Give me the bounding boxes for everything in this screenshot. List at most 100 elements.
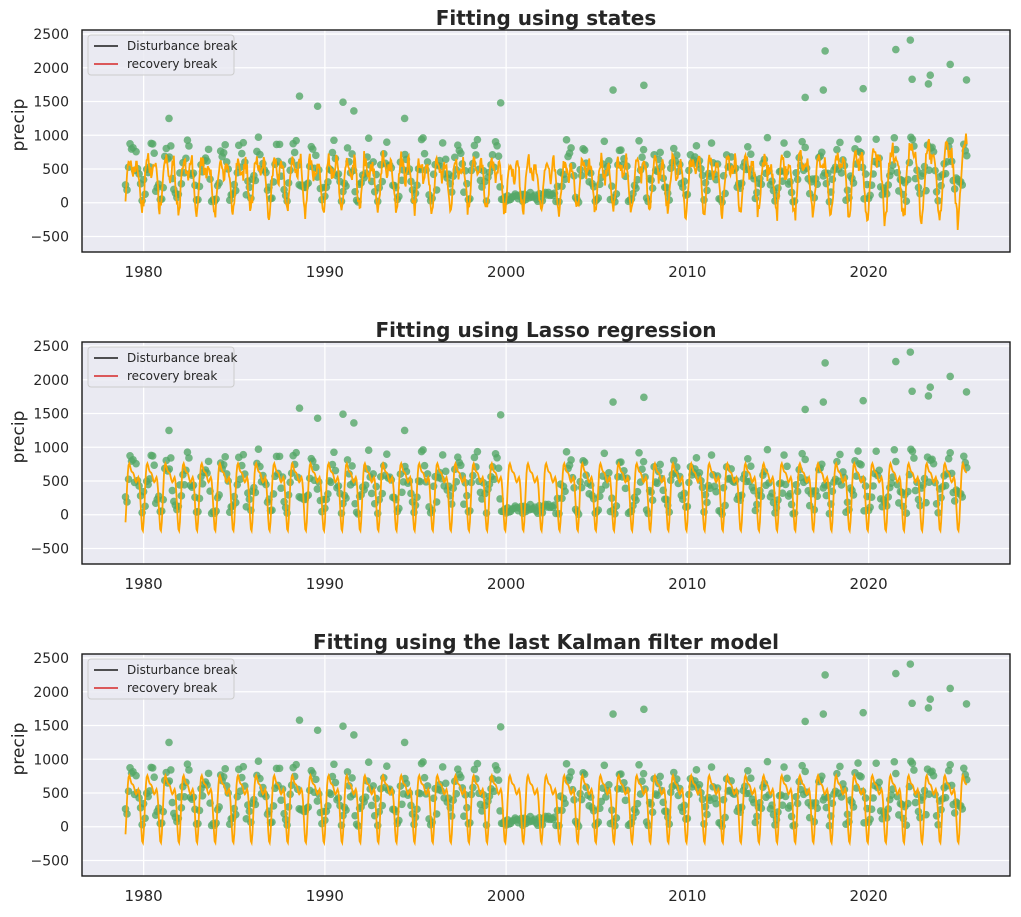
- data-point: [854, 135, 862, 143]
- legend: Disturbance break recovery break: [87, 34, 237, 76]
- data-point: [277, 484, 285, 493]
- data-point: [330, 448, 338, 457]
- data-point: [743, 767, 752, 775]
- data-point: [902, 821, 911, 829]
- data-point: [348, 774, 356, 782]
- data-point: [959, 764, 968, 773]
- data-point: [441, 467, 450, 476]
- legend: Disturbance break recovery break: [87, 658, 237, 700]
- data-point: [398, 800, 406, 809]
- data-point: [821, 671, 829, 679]
- data-point: [743, 143, 752, 151]
- data-point: [493, 141, 501, 150]
- y-tick-label: 2000: [33, 61, 69, 77]
- data-point: [165, 114, 173, 123]
- data-point: [778, 801, 787, 810]
- data-point: [275, 764, 284, 773]
- y-axis-label: precip: [9, 99, 29, 152]
- y-tick-label: 0: [60, 820, 69, 836]
- data-point: [605, 156, 613, 165]
- data-point: [633, 487, 642, 496]
- data-point: [818, 148, 826, 157]
- legend-label: recovery break: [127, 57, 217, 71]
- data-point: [786, 178, 794, 186]
- data-point: [906, 36, 915, 44]
- data-point: [145, 475, 154, 483]
- data-point: [821, 359, 829, 367]
- data-point: [747, 150, 755, 159]
- data-point: [911, 798, 920, 807]
- data-point: [872, 759, 880, 768]
- data-point: [944, 766, 953, 775]
- data-point: [236, 787, 245, 795]
- data-point: [493, 765, 501, 774]
- data-point: [132, 771, 140, 780]
- data-point: [254, 757, 263, 766]
- data-point: [941, 481, 950, 490]
- data-point: [490, 787, 498, 796]
- data-point: [400, 426, 409, 435]
- data-point: [763, 445, 772, 454]
- data-point: [890, 133, 899, 142]
- data-point: [904, 799, 912, 808]
- data-point: [819, 398, 828, 406]
- data-point: [950, 809, 959, 817]
- data-point: [719, 483, 728, 492]
- data-point: [605, 468, 613, 477]
- data-point: [292, 760, 300, 769]
- data-point: [787, 500, 796, 509]
- data-point: [295, 92, 304, 100]
- data-point: [859, 84, 867, 93]
- data-point: [753, 188, 761, 197]
- y-tick-label: 1500: [33, 719, 69, 735]
- data-point: [367, 489, 376, 498]
- data-point: [364, 134, 373, 143]
- data-point: [313, 485, 322, 493]
- data-point: [290, 148, 299, 157]
- data-point: [892, 45, 900, 54]
- data-point: [470, 765, 479, 774]
- data-point: [441, 155, 450, 164]
- data-point: [203, 157, 211, 165]
- data-point: [343, 768, 352, 776]
- chart-title: Fitting using Lasso regression: [375, 318, 716, 342]
- data-point: [609, 86, 617, 94]
- data-point: [747, 774, 755, 783]
- data-point: [908, 75, 916, 84]
- x-tick-label: 2000: [487, 887, 525, 905]
- data-point: [460, 500, 468, 508]
- data-point: [150, 773, 158, 781]
- data-point: [946, 60, 954, 69]
- data-point: [438, 139, 447, 147]
- data-point: [712, 487, 720, 496]
- data-point: [245, 183, 254, 192]
- data-point: [277, 796, 285, 805]
- data-point: [327, 478, 335, 487]
- data-point: [821, 47, 829, 55]
- data-point: [719, 795, 728, 804]
- data-point: [801, 767, 809, 776]
- data-point: [567, 456, 575, 464]
- fit-line: [124, 460, 968, 535]
- data-point: [400, 114, 409, 123]
- data-point: [254, 133, 263, 142]
- legend-label: recovery break: [127, 681, 217, 695]
- data-point: [924, 80, 933, 88]
- data-point: [313, 414, 322, 423]
- y-tick-label: 500: [42, 786, 69, 802]
- data-point: [132, 459, 140, 468]
- data-point: [801, 717, 809, 726]
- data-point: [680, 177, 689, 186]
- data-point: [204, 769, 213, 778]
- data-point: [457, 773, 465, 782]
- data-point: [963, 151, 971, 160]
- y-tick-label: 0: [60, 508, 69, 524]
- data-point: [893, 792, 902, 801]
- data-point: [768, 177, 776, 185]
- data-point: [707, 763, 716, 771]
- data-point: [295, 716, 304, 724]
- data-point: [836, 450, 844, 459]
- data-point: [400, 738, 409, 747]
- data-point: [857, 461, 865, 469]
- data-point: [204, 457, 213, 466]
